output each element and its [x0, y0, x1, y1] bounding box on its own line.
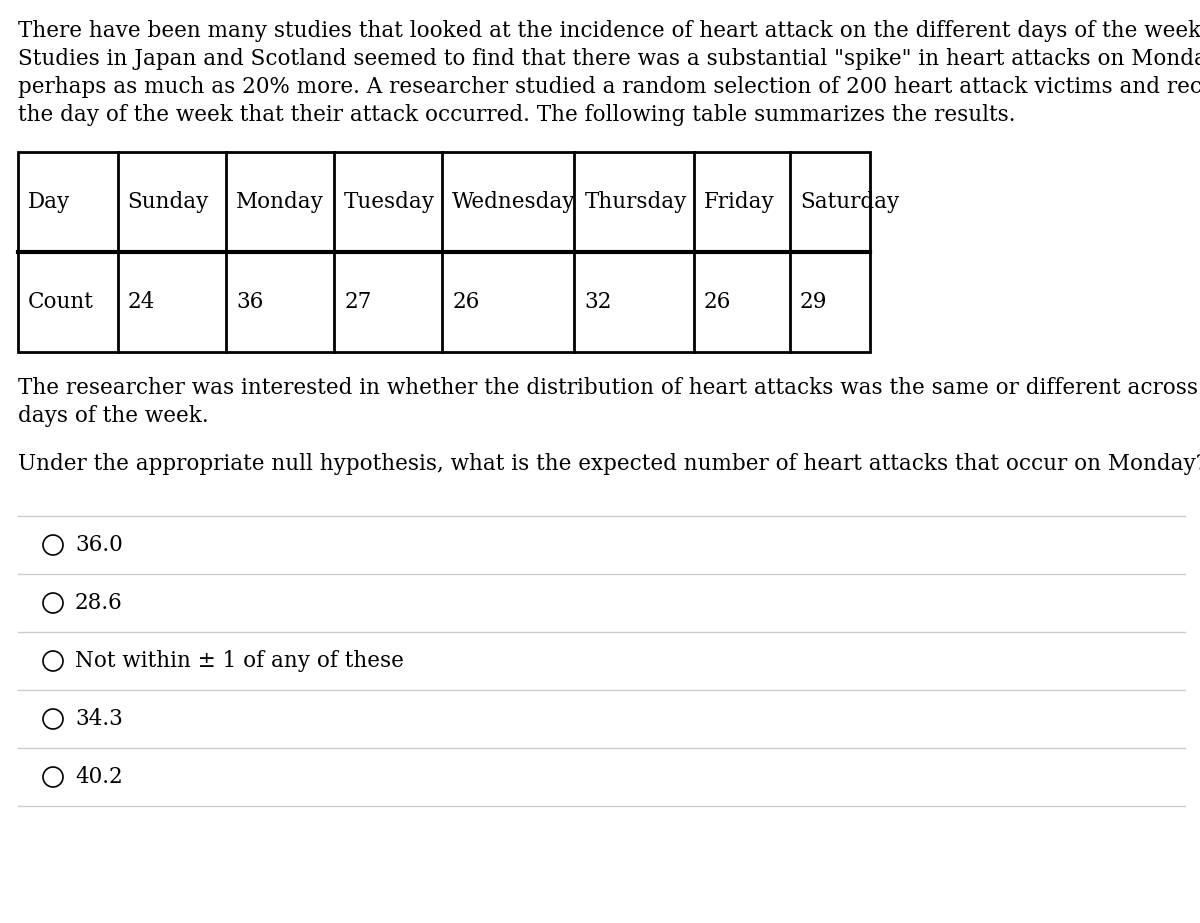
- Text: 40.2: 40.2: [74, 766, 122, 788]
- Circle shape: [43, 767, 64, 787]
- Text: Thursday: Thursday: [584, 191, 686, 213]
- Circle shape: [43, 651, 64, 671]
- Text: 26: 26: [703, 291, 731, 313]
- Circle shape: [43, 709, 64, 729]
- Text: The researcher was interested in whether the distribution of heart attacks was t: The researcher was interested in whether…: [18, 377, 1200, 399]
- Text: 32: 32: [584, 291, 612, 313]
- Bar: [18, 152, 870, 352]
- Text: the day of the week that their attack occurred. The following table summarizes t: the day of the week that their attack oc…: [18, 104, 1015, 126]
- Text: 36: 36: [236, 291, 263, 313]
- Text: perhaps as much as 20% more. A researcher studied a random selection of 200 hear: perhaps as much as 20% more. A researche…: [18, 76, 1200, 98]
- Text: Wednesday: Wednesday: [452, 191, 576, 213]
- Text: 28.6: 28.6: [74, 592, 122, 614]
- Text: 26: 26: [452, 291, 480, 313]
- Text: days of the week.: days of the week.: [18, 405, 209, 427]
- Text: Sunday: Sunday: [127, 191, 209, 213]
- Text: Day: Day: [28, 191, 71, 213]
- Text: Friday: Friday: [703, 191, 774, 213]
- Text: 24: 24: [127, 291, 155, 313]
- Text: 34.3: 34.3: [74, 708, 122, 730]
- Text: There have been many studies that looked at the incidence of heart attack on the: There have been many studies that looked…: [18, 20, 1200, 42]
- Text: Monday: Monday: [236, 191, 324, 213]
- Text: Count: Count: [28, 291, 94, 313]
- Text: Under the appropriate null hypothesis, what is the expected number of heart atta: Under the appropriate null hypothesis, w…: [18, 453, 1200, 475]
- Text: 29: 29: [800, 291, 828, 313]
- Text: Studies in Japan and Scotland seemed to find that there was a substantial "spike: Studies in Japan and Scotland seemed to …: [18, 48, 1200, 70]
- Circle shape: [43, 535, 64, 555]
- Text: 36.0: 36.0: [74, 534, 122, 556]
- Circle shape: [43, 593, 64, 613]
- Text: Tuesday: Tuesday: [344, 191, 436, 213]
- Text: Saturday: Saturday: [800, 191, 899, 213]
- Text: Not within ± 1 of any of these: Not within ± 1 of any of these: [74, 650, 404, 672]
- Text: 27: 27: [344, 291, 372, 313]
